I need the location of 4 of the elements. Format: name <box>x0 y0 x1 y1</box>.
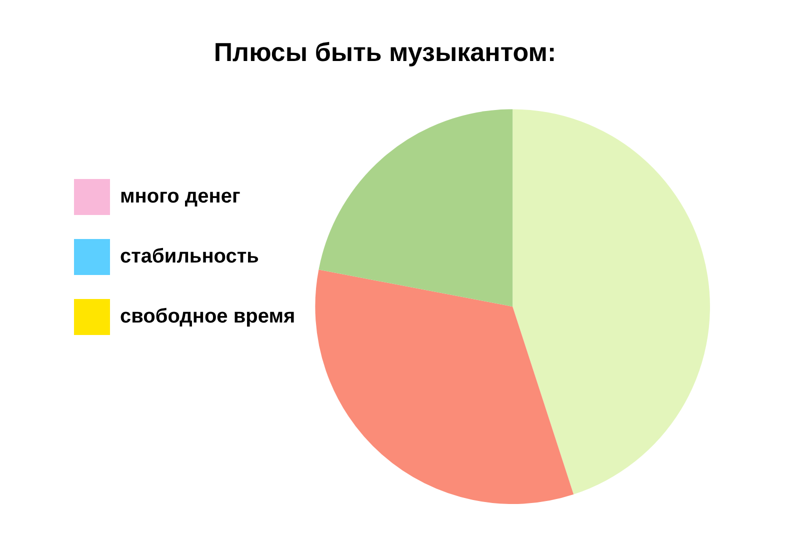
chart-title: Плюсы быть музыкантом: <box>214 36 556 67</box>
legend-label: много денег <box>120 186 240 208</box>
legend-label: свободное время <box>120 306 296 328</box>
legend-label: стабильность <box>120 246 259 268</box>
